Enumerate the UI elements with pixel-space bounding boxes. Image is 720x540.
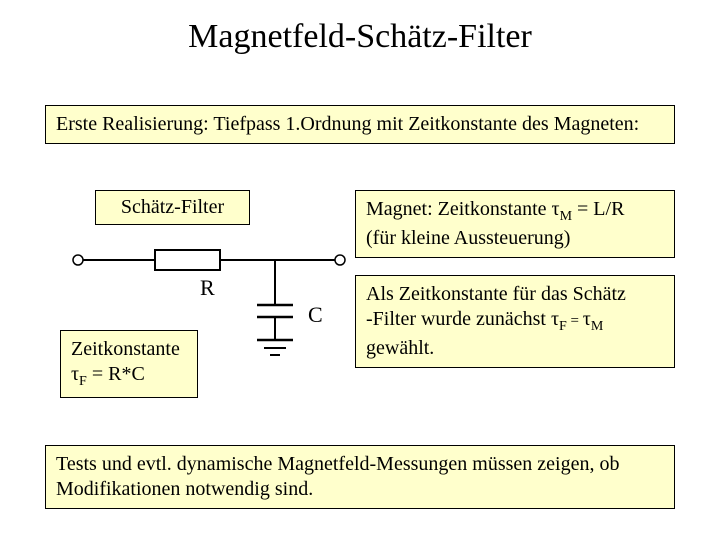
text1: Magnet: Zeitkonstante [366, 198, 552, 220]
slide-title: Magnetfeld-Schätz-Filter [0, 0, 720, 66]
box-als-zeitkonstante: Als Zeitkonstante für das Schätz -Filter… [355, 275, 675, 368]
eqsym: = [567, 313, 583, 329]
tauM-sub: M [591, 319, 603, 334]
box-erste-realisierung: Erste Realisierung: Tiefpass 1.Ordnung m… [45, 105, 675, 144]
text2: (für kleine Aussteuerung) [366, 227, 570, 249]
terminal-out-top [335, 255, 345, 265]
text-prefix: Zeitkonstante [71, 338, 180, 360]
tau-symbol: τ [552, 198, 560, 220]
tauF-sub: F [559, 319, 567, 334]
text: Tests und evtl. dynamische Magnetfeld-Me… [56, 453, 619, 500]
tauM: τ [583, 308, 591, 330]
box-magnet-zeitkonstante: Magnet: Zeitkonstante τM = L/R (für klei… [355, 190, 675, 258]
eq: = L/R [572, 198, 624, 220]
text: Erste Realisierung: Tiefpass 1.Ordnung m… [56, 113, 639, 135]
line3: gewählt. [366, 337, 434, 359]
tau-sub: F [79, 374, 87, 389]
tau-symbol: τ [71, 363, 79, 385]
eq-rest: = R*C [87, 363, 145, 385]
text: Schätz-Filter [121, 196, 224, 218]
line2a: -Filter wurde zunächst [366, 308, 551, 330]
box-schaetz-filter-title: Schätz-Filter [95, 190, 250, 225]
resistor-label: R [200, 275, 215, 300]
box-tests: Tests und evtl. dynamische Magnetfeld-Me… [45, 445, 675, 509]
line1: Als Zeitkonstante für das Schätz [366, 283, 626, 305]
tauF: τ [551, 308, 559, 330]
box-zeitkonstante-rc: Zeitkonstante τF = R*C [60, 330, 198, 398]
capacitor-label: C [308, 302, 323, 327]
tau-sub: M [560, 209, 572, 224]
terminal-in-top [73, 255, 83, 265]
resistor [155, 250, 220, 270]
